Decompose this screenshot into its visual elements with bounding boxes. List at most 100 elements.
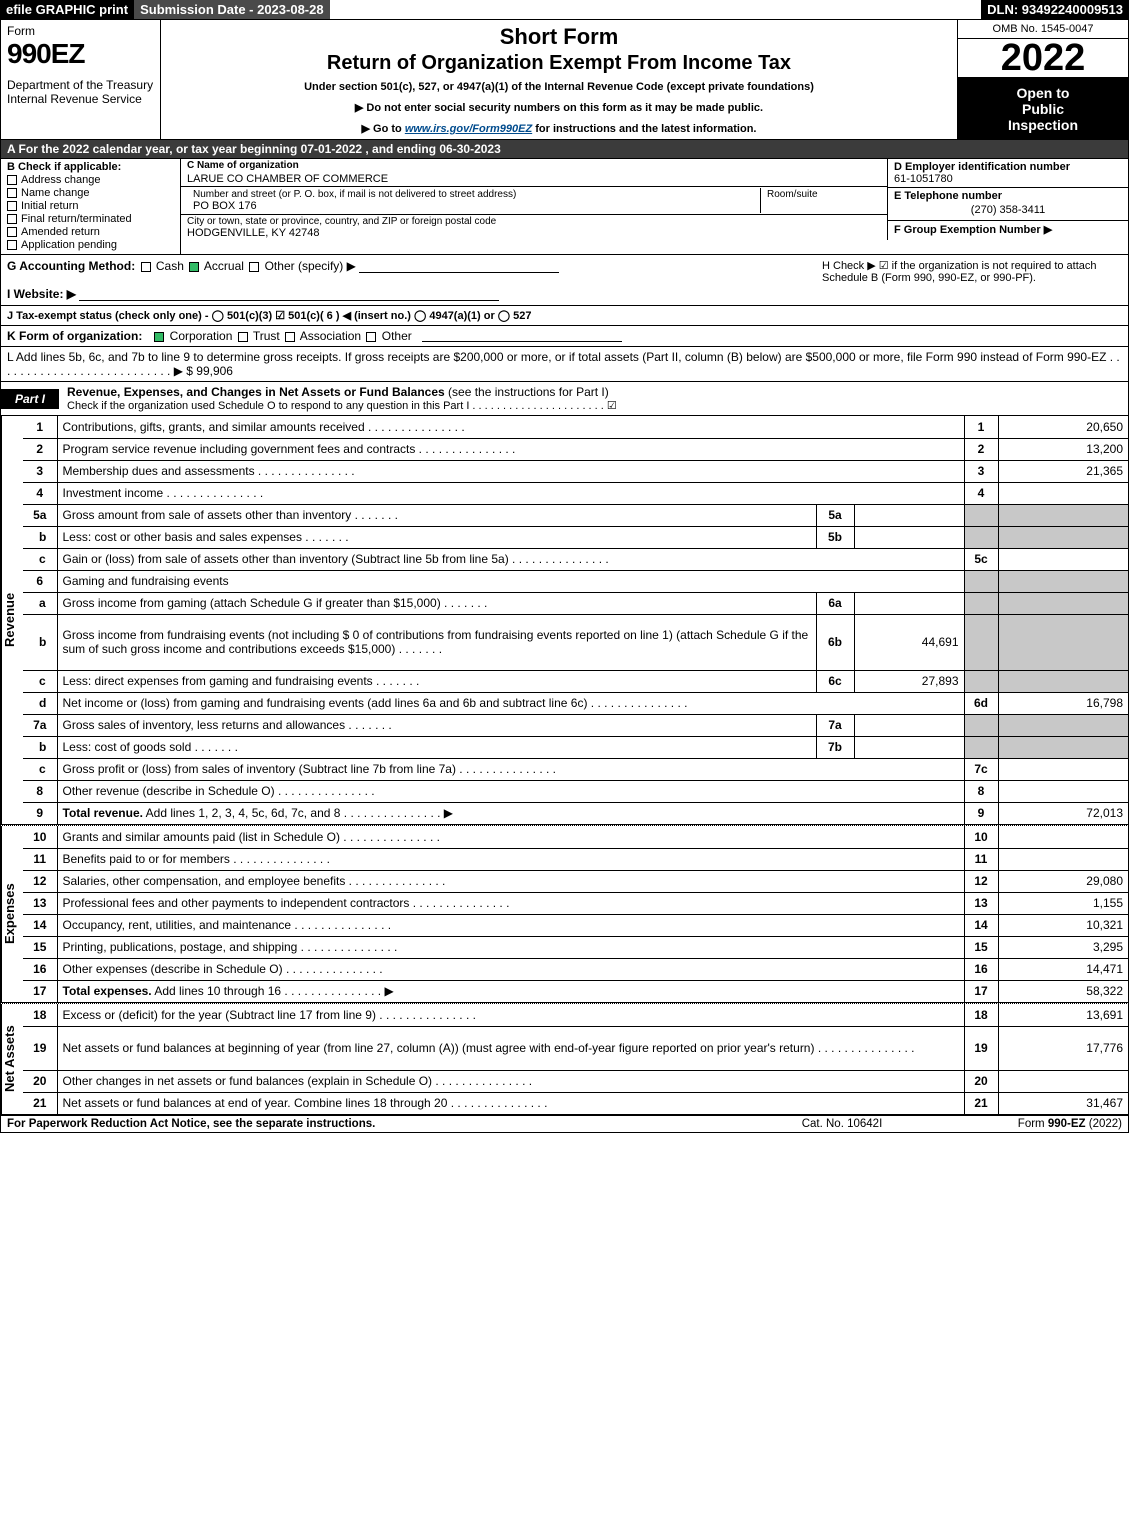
checkbox-name-change[interactable]: Name change xyxy=(7,187,174,199)
part-1-title: Revenue, Expenses, and Changes in Net As… xyxy=(59,382,1128,415)
table-row: bLess: cost or other basis and sales exp… xyxy=(23,526,1128,548)
result-value xyxy=(998,526,1128,548)
row-a-tax-year: A For the 2022 calendar year, or tax yea… xyxy=(0,140,1129,159)
k-option-check[interactable] xyxy=(238,332,248,342)
result-value xyxy=(998,780,1128,802)
table-row: 18Excess or (deficit) for the year (Subt… xyxy=(23,1004,1128,1026)
result-value: 20,650 xyxy=(998,416,1128,438)
line-description: Program service revenue including govern… xyxy=(57,438,964,460)
org-info-block: B Check if applicable: Address changeNam… xyxy=(0,159,1129,255)
form-title-2: Return of Organization Exempt From Incom… xyxy=(169,52,949,75)
side-revenue: Revenue xyxy=(1,416,23,824)
k-option-check[interactable] xyxy=(366,332,376,342)
goto-post: for instructions and the latest informat… xyxy=(535,123,756,135)
result-value xyxy=(998,504,1128,526)
open-to: Open to xyxy=(962,85,1124,101)
g-option-label: Accrual xyxy=(201,259,247,273)
efile-graphic-print[interactable]: efile GRAPHIC print xyxy=(0,0,134,19)
checkbox-icon[interactable] xyxy=(7,240,17,250)
result-value xyxy=(998,482,1128,504)
line-description: Less: cost or other basis and sales expe… xyxy=(57,526,816,548)
line-description: Salaries, other compensation, and employ… xyxy=(57,870,964,892)
line-description: Gross amount from sale of assets other t… xyxy=(57,504,816,526)
goto-instructions: ▶ Go to www.irs.gov/Form990EZ for instru… xyxy=(169,122,949,135)
result-num xyxy=(964,736,998,758)
k-option-label: Other xyxy=(378,329,411,343)
footer-form-ref: Form 990-EZ (2022) xyxy=(942,1118,1122,1130)
k-option-check[interactable] xyxy=(154,332,164,342)
k-option-label: Association xyxy=(297,329,364,343)
cell-c: C Name of organization LARUE CO CHAMBER … xyxy=(181,159,1128,240)
dept-treasury: Department of the Treasury xyxy=(7,78,154,92)
checkbox-icon[interactable] xyxy=(7,175,17,185)
table-row: aGross income from gaming (attach Schedu… xyxy=(23,592,1128,614)
line-description: Total revenue. Add lines 1, 2, 3, 4, 5c,… xyxy=(57,802,964,824)
g-option-check[interactable] xyxy=(141,262,151,272)
sub-line-value: 27,893 xyxy=(854,670,964,692)
table-row: 7aGross sales of inventory, less returns… xyxy=(23,714,1128,736)
line-number: 9 xyxy=(23,802,57,824)
line-number: 16 xyxy=(23,958,57,980)
result-num: 8 xyxy=(964,780,998,802)
table-row: 14Occupancy, rent, utilities, and mainte… xyxy=(23,914,1128,936)
irs-link[interactable]: www.irs.gov/Form990EZ xyxy=(405,123,532,135)
line-description: Net assets or fund balances at beginning… xyxy=(57,1026,964,1070)
line-number: 2 xyxy=(23,438,57,460)
k-option-check[interactable] xyxy=(285,332,295,342)
line-description: Total expenses. Add lines 10 through 16 … xyxy=(57,980,964,1002)
e-value: (270) 358-3411 xyxy=(894,202,1122,218)
checkbox-address-change[interactable]: Address change xyxy=(7,174,174,186)
checkbox-amended-return[interactable]: Amended return xyxy=(7,226,174,238)
sub-line-number: 6b xyxy=(816,614,854,670)
checkbox-icon[interactable] xyxy=(7,227,17,237)
ledger-netassets: Net Assets 18Excess or (deficit) for the… xyxy=(0,1003,1129,1115)
footer-catno: Cat. No. 10642I xyxy=(742,1118,942,1130)
checkbox-final-return-terminated[interactable]: Final return/terminated xyxy=(7,213,174,225)
i-website: I Website: ▶ xyxy=(7,287,822,301)
result-num: 4 xyxy=(964,482,998,504)
g-option-check[interactable] xyxy=(249,262,259,272)
footer-right-pre: Form xyxy=(1018,1118,1048,1130)
line-number: 20 xyxy=(23,1070,57,1092)
result-num: 15 xyxy=(964,936,998,958)
c-org-name: LARUE CO CHAMBER OF COMMERCE xyxy=(181,172,887,186)
table-row: cGain or (loss) from sale of assets othe… xyxy=(23,548,1128,570)
checkbox-label: Name change xyxy=(21,187,90,199)
line-number: b xyxy=(23,526,57,548)
result-num: 5c xyxy=(964,548,998,570)
result-value xyxy=(998,848,1128,870)
result-num: 7c xyxy=(964,758,998,780)
checkbox-application-pending[interactable]: Application pending xyxy=(7,239,174,251)
g-option-check[interactable] xyxy=(189,262,199,272)
table-revenue: 1Contributions, gifts, grants, and simil… xyxy=(23,416,1128,824)
row-k-form-org: K Form of organization: Corporation Trus… xyxy=(0,326,1129,347)
sub-line-value: 44,691 xyxy=(854,614,964,670)
part-1-title-note: (see the instructions for Part I) xyxy=(448,385,609,399)
line-description: Benefits paid to or for members . . . . … xyxy=(57,848,964,870)
sub-line-number: 5b xyxy=(816,526,854,548)
table-expenses: 10Grants and similar amounts paid (list … xyxy=(23,826,1128,1002)
line-description: Less: direct expenses from gaming and fu… xyxy=(57,670,816,692)
line-number: d xyxy=(23,692,57,714)
result-num: 11 xyxy=(964,848,998,870)
line-number: 15 xyxy=(23,936,57,958)
form-title-box: Short Form Return of Organization Exempt… xyxy=(161,20,958,139)
line-number: 7a xyxy=(23,714,57,736)
result-value: 29,080 xyxy=(998,870,1128,892)
sub-line-number: 6a xyxy=(816,592,854,614)
omb-year-box: OMB No. 1545-0047 2022 Open to Public In… xyxy=(958,20,1128,139)
result-value: 31,467 xyxy=(998,1092,1128,1114)
result-value: 58,322 xyxy=(998,980,1128,1002)
table-row: bLess: cost of goods sold . . . . . . .7… xyxy=(23,736,1128,758)
col-de: D Employer identification number 61-1051… xyxy=(888,159,1128,240)
line-number: 1 xyxy=(23,416,57,438)
checkbox-icon[interactable] xyxy=(7,188,17,198)
line-description: Gross sales of inventory, less returns a… xyxy=(57,714,816,736)
row-l-gross-receipts: L Add lines 5b, 6c, and 7b to line 9 to … xyxy=(0,347,1129,382)
table-row: 16Other expenses (describe in Schedule O… xyxy=(23,958,1128,980)
checkbox-initial-return[interactable]: Initial return xyxy=(7,200,174,212)
checkbox-icon[interactable] xyxy=(7,214,17,224)
checkbox-icon[interactable] xyxy=(7,201,17,211)
table-row: bGross income from fundraising events (n… xyxy=(23,614,1128,670)
form-header: Form 990EZ Department of the Treasury In… xyxy=(0,20,1129,140)
